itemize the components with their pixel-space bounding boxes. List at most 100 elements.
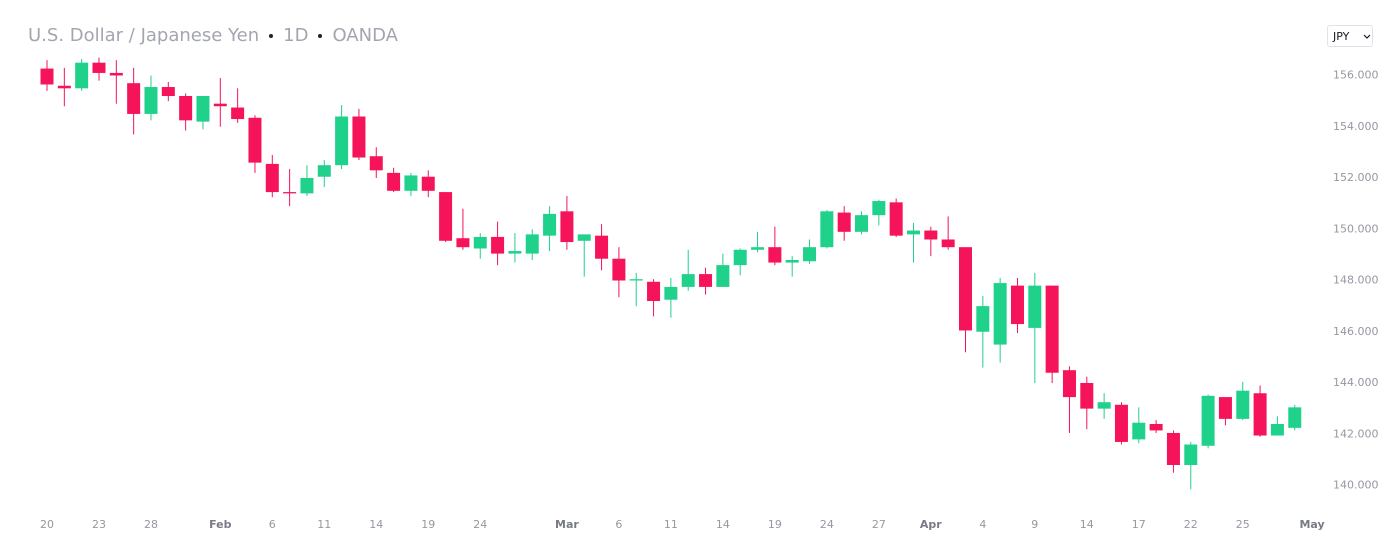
candle-body: [1045, 285, 1059, 373]
candle-body: [976, 306, 990, 332]
candle-body: [213, 103, 227, 107]
x-tick-label: 11: [317, 518, 331, 531]
candle-body: [109, 72, 123, 76]
candle-body: [733, 249, 747, 266]
y-tick-label: 154.000: [1333, 120, 1379, 133]
candle-body: [387, 172, 401, 191]
candle-body: [1010, 285, 1024, 325]
x-tick-label: 23: [92, 518, 106, 531]
x-tick-label: 19: [768, 518, 782, 531]
y-tick-label: 156.000: [1333, 69, 1379, 82]
x-tick-label: 4: [979, 518, 986, 531]
x-tick-label: 24: [820, 518, 834, 531]
candle-body: [179, 96, 193, 121]
candle-body: [1132, 422, 1146, 440]
y-tick-label: 152.000: [1333, 171, 1379, 184]
x-tick-label: Apr: [920, 518, 942, 531]
candle-body: [57, 85, 71, 89]
candle-body: [872, 201, 886, 216]
candle-body: [941, 239, 955, 248]
candle-body: [543, 213, 557, 236]
candle-body: [335, 116, 349, 166]
candle-body: [924, 230, 938, 240]
candle-body: [421, 176, 435, 191]
candle-body: [456, 238, 470, 248]
candle-body: [681, 274, 695, 287]
candle-body: [127, 83, 141, 114]
y-tick-label: 140.000: [1333, 479, 1379, 492]
y-tick-label: 146.000: [1333, 325, 1379, 338]
currency-dropdown[interactable]: JPY: [1327, 25, 1373, 47]
candle-body: [283, 192, 297, 194]
candle-body: [439, 192, 453, 241]
candle-body: [785, 260, 799, 263]
x-tick-label: 20: [40, 518, 54, 531]
candle-body: [958, 247, 972, 331]
y-tick-label: 144.000: [1333, 376, 1379, 389]
chevron: [1363, 34, 1371, 39]
candle-body: [1097, 402, 1111, 409]
candle-body: [161, 87, 175, 96]
x-tick-label: 24: [473, 518, 487, 531]
x-tick-label: 11: [664, 518, 678, 531]
x-tick-label: 6: [615, 518, 622, 531]
candle-body: [525, 234, 539, 254]
candle-body: [1114, 404, 1128, 442]
candle-body: [1166, 432, 1180, 465]
candle-body: [144, 87, 158, 114]
interval: 1D: [283, 25, 309, 46]
candle-body: [855, 215, 869, 232]
candle-body: [92, 62, 106, 73]
candle-body: [1062, 370, 1076, 398]
x-tick-label: 9: [1031, 518, 1038, 531]
x-tick-label: 28: [144, 518, 158, 531]
candle-body: [40, 68, 54, 85]
candle-body: [300, 178, 314, 194]
candle-body: [1253, 393, 1267, 436]
candle-body: [1270, 424, 1284, 436]
source: OANDA: [332, 25, 398, 46]
candle-body: [1201, 395, 1215, 446]
x-tick-label: 19: [421, 518, 435, 531]
candle-body: [647, 281, 661, 301]
candle-body: [612, 258, 626, 281]
candle-body: [352, 116, 366, 158]
y-tick-label: 148.000: [1333, 274, 1379, 287]
candle-body: [1288, 407, 1302, 428]
x-tick-label: 14: [1080, 518, 1094, 531]
x-tick-label: Mar: [555, 518, 579, 531]
candle-body: [1236, 390, 1250, 419]
candle-body: [317, 165, 331, 177]
candle-body: [560, 211, 574, 243]
candle-body: [889, 202, 903, 236]
separator: [318, 33, 323, 38]
x-tick-label: 6: [269, 518, 276, 531]
y-tick-label: 142.000: [1333, 427, 1379, 440]
x-tick-label: 14: [369, 518, 383, 531]
candle-body: [699, 274, 713, 287]
candle-body: [75, 62, 89, 89]
candle-body: [248, 117, 262, 163]
candle-body: [1080, 383, 1094, 409]
candle-body: [577, 234, 591, 241]
candle-body: [508, 251, 522, 254]
candle-body: [820, 211, 834, 248]
y-tick-label: 150.000: [1333, 222, 1379, 235]
candle-body: [716, 265, 730, 287]
candle-body: [629, 279, 643, 281]
x-tick-label: 25: [1236, 518, 1250, 531]
x-tick-label: Feb: [209, 518, 232, 531]
candle-body: [595, 235, 609, 259]
x-tick-label: 17: [1132, 518, 1146, 531]
candle-body: [404, 175, 418, 191]
candle-body: [369, 156, 383, 171]
candle-body: [1218, 397, 1232, 419]
candle-body: [196, 96, 210, 122]
chart-header: U.S. Dollar / Japanese Yen 1D OANDA: [28, 25, 398, 46]
chart-title: U.S. Dollar / Japanese Yen: [28, 25, 260, 46]
candle-body: [803, 247, 817, 262]
x-tick-label: May: [1299, 518, 1324, 531]
candle-body: [1149, 424, 1163, 431]
